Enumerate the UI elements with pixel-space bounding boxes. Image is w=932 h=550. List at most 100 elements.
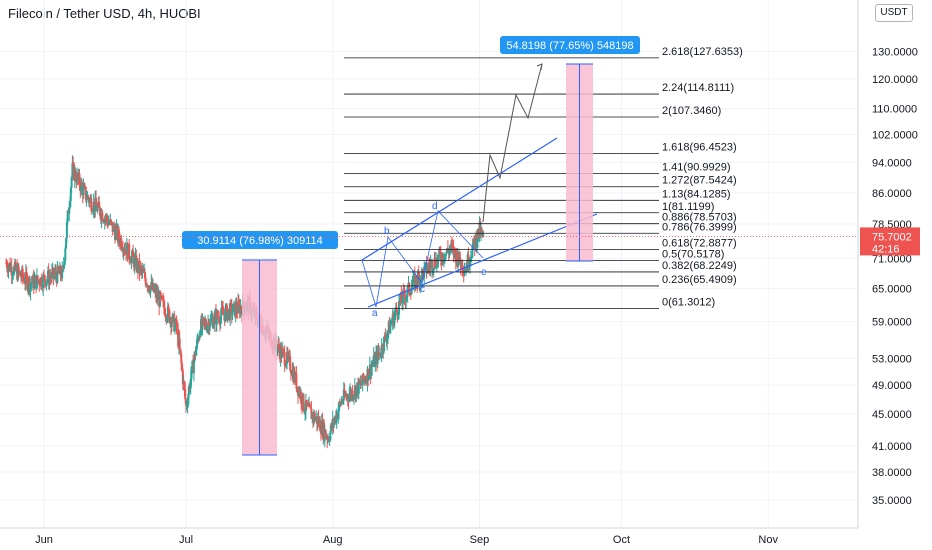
price-range-measures: 30.9114 (76.98%) 309114 54.8198 (77.65%) … — [182, 36, 640, 456]
candle-body — [425, 262, 428, 273]
candle-body — [87, 195, 90, 200]
candle-body — [57, 266, 60, 272]
candle-body — [390, 323, 393, 325]
candle-body — [80, 181, 83, 192]
candle-body — [128, 243, 131, 259]
candle-body — [480, 229, 483, 233]
candle-body — [176, 327, 179, 329]
candle-body — [199, 319, 202, 336]
candle-body — [50, 271, 53, 279]
candle-body — [170, 322, 173, 327]
fib-level-label: 1.618(96.4523) — [662, 142, 737, 154]
candle-body — [281, 349, 284, 358]
candle-body — [229, 303, 232, 320]
fib-level-label: 0(61.3012) — [662, 297, 715, 309]
candle-body — [357, 379, 360, 394]
candle-body — [10, 266, 13, 276]
projection-arrowhead — [536, 63, 543, 71]
candle-body — [419, 277, 422, 286]
candle-body — [450, 243, 453, 249]
candle-body — [104, 218, 107, 220]
candle-body — [237, 301, 240, 304]
candle-body — [341, 400, 344, 402]
candle-body — [192, 360, 195, 374]
candle-body — [305, 400, 308, 406]
candle-body — [374, 356, 377, 367]
candle-body — [175, 319, 178, 328]
y-tick-label: 102.0000 — [872, 129, 918, 141]
candle-body — [479, 222, 482, 235]
candle-body — [84, 185, 87, 188]
lower-trendline — [367, 213, 598, 308]
candle-body — [230, 304, 233, 316]
candle-body — [429, 262, 432, 269]
candle-body — [181, 370, 184, 385]
candle-body — [471, 247, 474, 258]
candle-body — [33, 279, 36, 289]
candle-body — [159, 292, 162, 298]
candle-body — [434, 257, 437, 266]
fib-level-label: 0.382(68.2249) — [662, 260, 737, 272]
candle-body — [12, 274, 15, 276]
currency-unit-button[interactable]: USDT — [875, 4, 913, 22]
candle-body — [103, 218, 106, 223]
candle-body — [165, 315, 168, 320]
candle-body — [62, 264, 65, 268]
fib-level-label: 2.24(114.8111) — [662, 82, 734, 94]
candle-body — [285, 364, 288, 367]
candle-body — [173, 323, 176, 331]
candle-body — [167, 306, 170, 311]
candle-body — [184, 388, 187, 400]
projection-path — [482, 63, 543, 223]
candle-body — [96, 206, 99, 212]
candle-body — [472, 238, 475, 242]
candle-body — [482, 235, 485, 237]
candle-body — [106, 215, 109, 221]
candle-body — [121, 248, 124, 250]
price-axis: 130.0000 120.0000 110.0000 102.0000 94.0000 8… — [0, 0, 920, 529]
y-tick-label: 71.0000 — [872, 253, 912, 265]
fib-level-label: 1.272(87.5424) — [662, 175, 737, 187]
candle-body — [13, 266, 16, 275]
x-tick-label: Jun — [35, 534, 53, 546]
candle-body — [278, 344, 281, 351]
y-tick-label: 53.0000 — [872, 353, 912, 365]
candle-body — [417, 272, 420, 276]
candle-body — [405, 297, 408, 302]
candle-body — [66, 210, 69, 223]
candle-body — [379, 352, 382, 356]
candle-body — [386, 331, 389, 337]
wave-label: d — [432, 201, 438, 212]
upper-trendline — [361, 137, 558, 261]
candle-body — [78, 173, 81, 186]
candle-body — [7, 266, 10, 272]
candle-body — [132, 250, 135, 257]
candle-body — [390, 322, 393, 324]
range-badge-label: 30.9114 (76.98%) 309114 — [197, 235, 323, 247]
candle-body — [340, 400, 343, 405]
candle-body — [59, 266, 62, 276]
wave-label: a — [372, 308, 378, 319]
candle-body — [439, 253, 442, 261]
candle-body — [412, 276, 415, 284]
candle-body — [70, 177, 73, 188]
candle-body — [114, 229, 117, 240]
candle-body — [198, 335, 201, 340]
candle-body — [333, 420, 336, 425]
candle-body — [161, 296, 164, 300]
candle-body — [475, 235, 478, 248]
candle-body — [437, 255, 440, 262]
candle-countdown: 42:16 — [872, 243, 900, 255]
candle-body — [171, 314, 174, 323]
candle-body — [45, 281, 48, 286]
y-tick-label: 35.0000 — [872, 495, 912, 507]
current-price-badge — [860, 227, 920, 256]
candle-body — [188, 385, 191, 394]
candle-body — [465, 267, 468, 272]
current-price-value: 75.7002 — [872, 231, 912, 243]
candle-body — [17, 266, 20, 272]
candle-body — [162, 300, 165, 308]
wave-label: e — [481, 267, 487, 278]
candle-body — [186, 403, 189, 406]
candle-body — [381, 344, 384, 352]
